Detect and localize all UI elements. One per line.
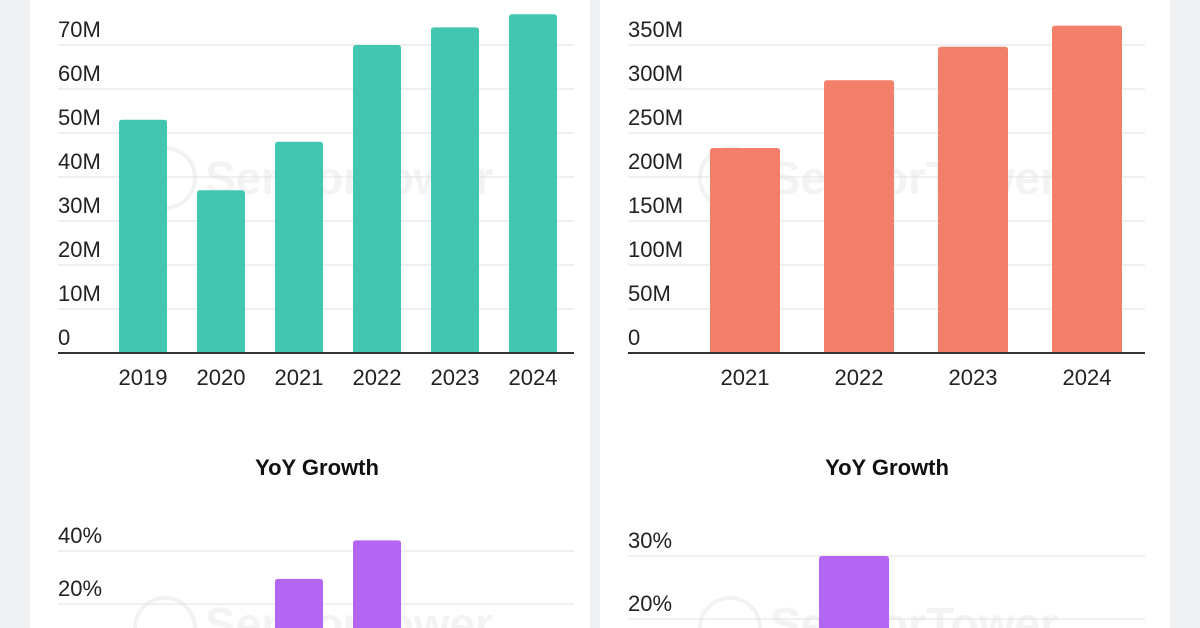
chart-top-left: 0 10M 20M 30M 40M 50M 60M 70M 2019 2020 2021 2022 20… — [58, 14, 574, 390]
bar-2024 — [509, 14, 557, 353]
y-tick-label: 350M — [628, 17, 683, 42]
chart-bottom-left: 20% 40% — [58, 523, 574, 628]
y-tick-label: 100M — [628, 237, 683, 262]
y-tick-label: 20M — [58, 237, 101, 262]
bar-2021 — [275, 141, 323, 353]
watermark-text: SensorTower — [205, 598, 493, 628]
bar-2023 — [431, 27, 479, 354]
y-tick-label: 150M — [628, 193, 683, 218]
y-tick-label: 70M — [58, 17, 101, 42]
x-tick-label: 2022 — [353, 365, 402, 390]
y-tick-label: 50M — [628, 281, 671, 306]
bar-2022 — [353, 45, 401, 353]
x-tick-label: 2020 — [197, 365, 246, 390]
chart-bottom-right-title: YoY Growth — [825, 455, 949, 480]
y-tick-label: 20% — [628, 591, 672, 616]
bar-2021 — [710, 147, 780, 353]
y-tick-label: 40% — [58, 523, 102, 548]
bar-2022 — [353, 540, 401, 628]
y-tick-label: 40M — [58, 149, 101, 174]
watermark-bottom-left: SensorTower — [133, 596, 493, 628]
x-tick-label: 2024 — [1063, 365, 1112, 390]
y-tick-label: 10M — [58, 281, 101, 306]
x-tick-label: 2021 — [275, 365, 324, 390]
y-tick-label: 30% — [628, 528, 672, 553]
bar-2021 — [275, 578, 323, 628]
y-tick-label: 200M — [628, 149, 683, 174]
chart-bottom-left-title: YoY Growth — [255, 455, 379, 480]
x-tick-label: 2024 — [509, 365, 558, 390]
x-tick-label: 2023 — [949, 365, 998, 390]
y-tick-label: 50M — [58, 105, 101, 130]
bar-2020 — [197, 190, 245, 353]
x-tick-label: 2022 — [835, 365, 884, 390]
chart-bottom-right: 20% 30% — [628, 528, 1145, 628]
x-tick-label: 2019 — [119, 365, 168, 390]
y-tick-label: 20% — [58, 576, 102, 601]
y-tick-label: 0 — [628, 325, 640, 350]
bar-2022 — [819, 556, 889, 628]
bar-2023 — [938, 46, 1008, 353]
y-tick-label: 30M — [58, 193, 101, 218]
watermark-text: SensorTower — [770, 598, 1058, 628]
y-tick-label: 300M — [628, 61, 683, 86]
watermark-bottom-right: SensorTower — [698, 596, 1058, 628]
chart-top-right: 0 50M 100M 150M 200M 250M 300M 350M 2021 2022 2023… — [628, 17, 1145, 390]
bar-2019 — [119, 119, 167, 353]
y-tick-label: 250M — [628, 105, 683, 130]
bar-2024 — [1052, 25, 1122, 353]
x-tick-label: 2023 — [431, 365, 480, 390]
y-tick-label: 60M — [58, 61, 101, 86]
x-tick-label: 2021 — [721, 365, 770, 390]
y-tick-label: 0 — [58, 325, 70, 350]
bar-2022 — [824, 80, 894, 353]
watermark-text: SensorTower — [770, 152, 1058, 204]
